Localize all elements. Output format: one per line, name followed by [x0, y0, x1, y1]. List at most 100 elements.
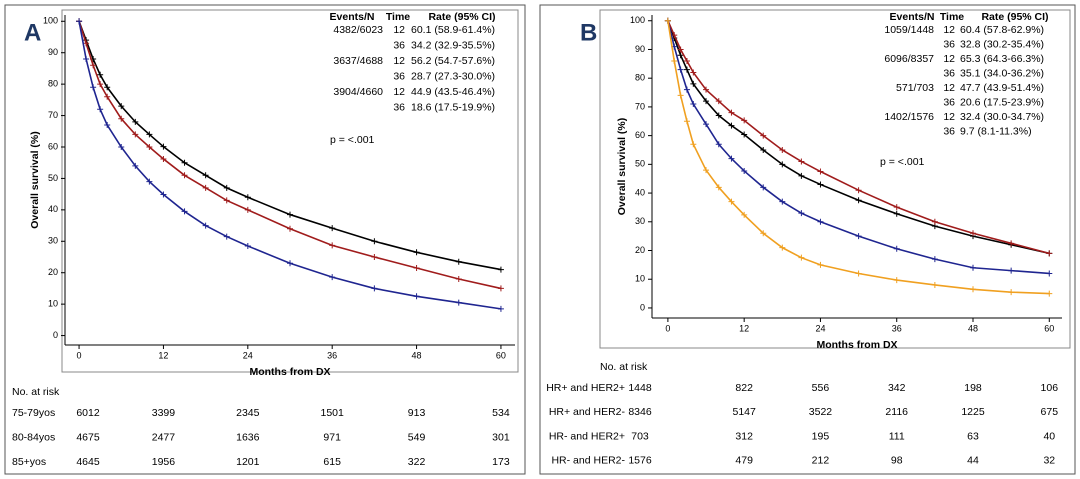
- at-risk-count: 32: [1043, 455, 1055, 467]
- censor-mark: [970, 264, 977, 271]
- censor-mark: [146, 131, 153, 138]
- censor-mark: [97, 106, 104, 113]
- estimate-time: 36: [393, 101, 405, 113]
- censor-mark: [798, 210, 805, 217]
- estimates-header: Events/N: [890, 11, 935, 23]
- censor-mark: [132, 162, 139, 169]
- estimate-time: 12: [943, 111, 955, 123]
- plot-frame: [599, 9, 1071, 349]
- censor-mark: [728, 198, 735, 205]
- at-risk-count: 212: [812, 455, 830, 467]
- estimate-rate: 28.7 (27.3-30.0%): [411, 70, 495, 82]
- at-risk-count: 1956: [152, 456, 176, 468]
- censor-mark: [497, 285, 504, 292]
- at-risk-title: No. at risk: [12, 386, 60, 398]
- censor-mark: [1046, 290, 1053, 297]
- y-tick-label: 100: [43, 16, 58, 26]
- at-risk-count: 822: [735, 382, 753, 394]
- censor-mark: [970, 230, 977, 237]
- estimate-rate: 65.3 (64.3-66.3%): [960, 53, 1044, 65]
- y-tick-label: 30: [635, 216, 645, 226]
- at-risk-count: 98: [891, 455, 903, 467]
- x-tick-label: 60: [496, 350, 506, 360]
- estimate-time: 12: [943, 53, 955, 65]
- x-tick-label: 36: [327, 350, 337, 360]
- censor-mark: [677, 46, 684, 53]
- censor-mark: [83, 56, 90, 62]
- censor-mark: [104, 122, 111, 128]
- estimate-rate: 60.4 (57.8-62.9%): [960, 24, 1044, 36]
- at-risk-count: 549: [408, 431, 426, 443]
- censor-mark: [371, 238, 378, 245]
- censor-mark: [146, 178, 153, 185]
- at-risk-count: 4645: [76, 456, 100, 468]
- censor-mark: [287, 211, 293, 218]
- censor-mark: [90, 62, 97, 69]
- estimate-rate: 32.4 (30.0-34.7%): [960, 111, 1044, 123]
- at-risk-label: HR- and HER2-: [551, 455, 625, 467]
- censor-mark: [677, 66, 684, 73]
- censor-mark: [118, 103, 125, 110]
- y-axis-label: Overall survival (%): [616, 118, 628, 215]
- estimate-time: 12: [393, 24, 405, 36]
- censor-mark: [760, 230, 767, 237]
- censor-mark: [728, 155, 735, 162]
- estimates-header: Events/N: [330, 11, 375, 23]
- y-tick-label: 90: [48, 47, 58, 57]
- censor-mark: [741, 211, 748, 218]
- censor-mark: [1008, 240, 1015, 247]
- y-tick-label: 0: [53, 330, 58, 340]
- at-risk-count: 1636: [236, 431, 260, 443]
- y-tick-label: 80: [635, 73, 645, 83]
- estimate-time: 12: [393, 55, 405, 67]
- at-risk-label: 85+yos: [12, 456, 46, 468]
- estimate-rate: 56.2 (54.7-57.6%): [411, 55, 495, 67]
- censor-mark: [1008, 267, 1015, 274]
- censor-mark: [160, 155, 167, 162]
- at-risk-count: 301: [492, 431, 510, 443]
- censor-mark: [741, 131, 748, 138]
- events-n: 4382/6023: [333, 24, 383, 36]
- events-n: 1059/1448: [884, 24, 934, 36]
- censor-mark: [855, 187, 862, 194]
- censor-mark: [132, 131, 139, 138]
- y-tick-label: 70: [48, 110, 58, 120]
- x-tick-label: 24: [815, 323, 825, 333]
- x-tick-label: 0: [77, 350, 82, 360]
- censor-mark: [817, 218, 824, 225]
- estimate-time: 36: [393, 70, 405, 82]
- x-tick-label: 60: [1044, 323, 1054, 333]
- censor-mark: [413, 265, 420, 271]
- censor-mark: [329, 274, 336, 281]
- censor-mark: [76, 18, 83, 25]
- censor-mark: [118, 115, 125, 122]
- at-risk-title: No. at risk: [600, 361, 648, 373]
- at-risk-count: 556: [812, 382, 830, 394]
- y-tick-label: 40: [48, 204, 58, 214]
- censor-mark: [893, 210, 900, 217]
- censor-mark: [118, 144, 125, 150]
- estimate-rate: 44.9 (43.5-46.4%): [411, 86, 495, 98]
- censor-mark: [455, 258, 462, 265]
- censor-mark: [455, 276, 462, 282]
- at-risk-count: 198: [964, 382, 982, 394]
- censor-mark: [703, 98, 710, 105]
- censor-mark: [728, 122, 735, 129]
- censor-mark: [798, 172, 805, 179]
- events-n: 1402/1576: [884, 111, 934, 123]
- at-risk-count: 106: [1041, 382, 1059, 394]
- at-risk-count: 1448: [628, 382, 652, 394]
- estimate-rate: 47.7 (43.9-51.4%): [960, 82, 1044, 94]
- censor-mark: [1046, 270, 1053, 277]
- y-tick-label: 80: [48, 79, 58, 89]
- estimate-rate: 20.6 (17.5-23.9%): [960, 96, 1044, 108]
- at-risk-count: 195: [812, 430, 830, 442]
- censor-mark: [893, 245, 900, 252]
- y-tick-label: 20: [48, 267, 58, 277]
- estimate-time: 36: [943, 38, 955, 50]
- at-risk-count: 63: [967, 430, 979, 442]
- censor-mark: [931, 281, 938, 288]
- at-risk-count: 3522: [809, 406, 833, 418]
- censor-mark: [728, 109, 735, 116]
